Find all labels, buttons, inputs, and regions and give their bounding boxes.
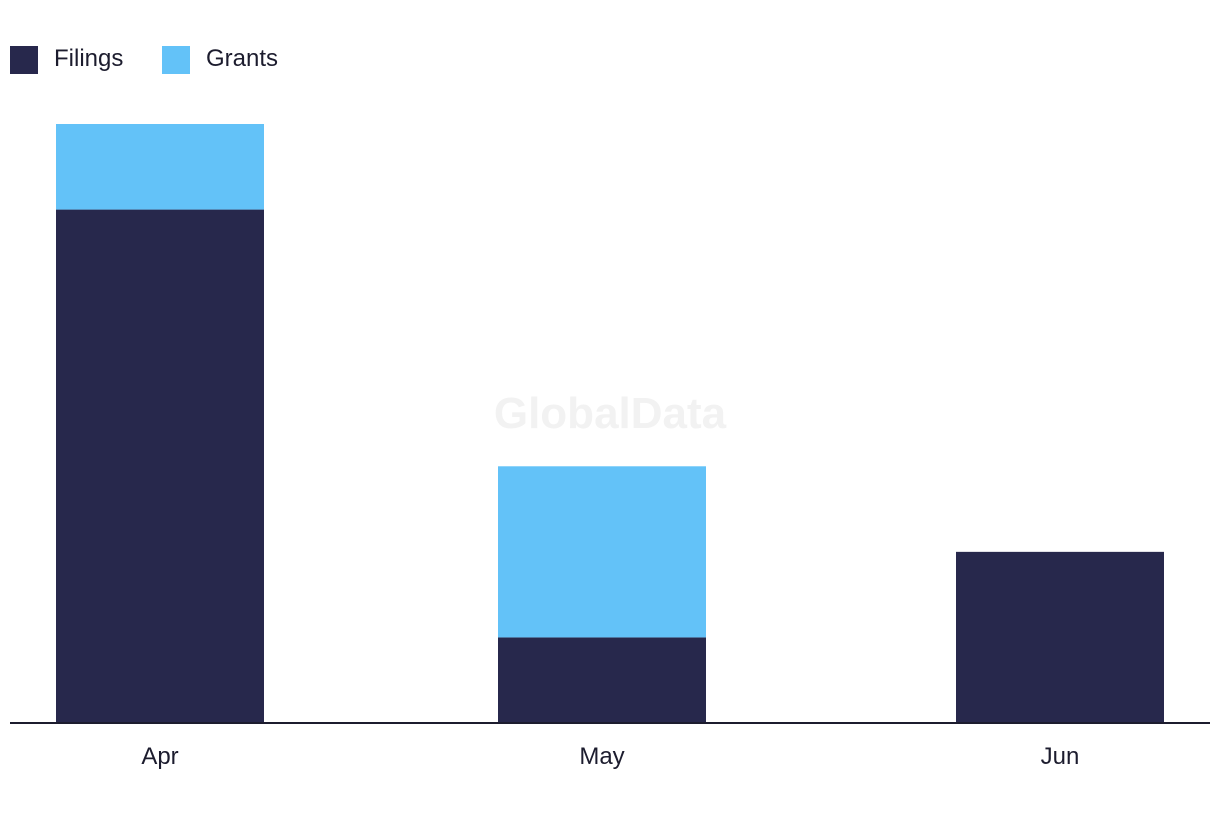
x-tick-label-apr: Apr [141,743,178,770]
legend-swatch-filings [10,46,38,74]
legend: Filings Grants [10,45,278,74]
x-axis-ticks: Apr May Jun [141,743,1079,770]
x-tick-label-may: May [579,743,624,770]
legend-label-filings: Filings [54,45,123,72]
legend-swatch-grants [162,46,190,74]
legend-label-grants: Grants [206,45,278,72]
bar-grants-apr [56,124,264,210]
x-tick-label-jun: Jun [1041,743,1080,770]
bars [56,124,1164,724]
bar-filings-apr [56,209,264,724]
watermark: GlobalData [494,389,727,438]
bar-filings-may [498,637,706,723]
bar-grants-may [498,466,706,638]
bar-filings-jun [956,551,1164,723]
